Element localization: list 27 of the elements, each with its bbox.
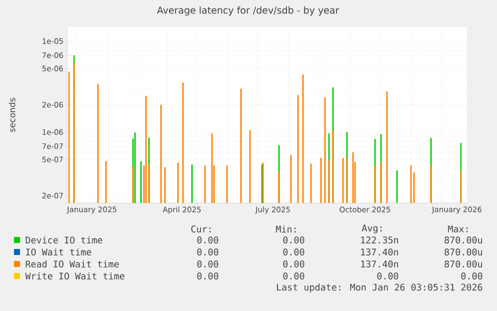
text: 870.00u [444,260,482,268]
text: Last update: Mon Jan 26 03:05:31 2026 [276,284,482,292]
text: Avg: [362,224,382,234]
chart-title: Average latency for /dev/sdb - by year [156,6,340,16]
text: 0.00 [283,272,304,280]
legend-label: Write IO Wait time [25,272,124,280]
text: 0.00 [377,272,398,280]
text: 870.00u [444,248,482,256]
legend-label: IO Wait time [26,248,92,256]
text: 0.00 [197,260,218,268]
text: Max: [448,226,468,232]
legend-label: Device IO time [26,236,102,244]
text: 0.00 [283,236,304,244]
text: 0.00 [197,272,218,280]
text: 0.00 [197,236,218,244]
legend-label: Read IO Wait time [26,260,119,268]
text: 137.40n [361,260,398,268]
text: 870.00u [444,236,482,244]
text: Cur: [191,226,211,232]
text: Min: [276,226,296,232]
y-axis-title: seconds [8,98,16,132]
text: 0.00 [283,248,304,256]
text: 0.00 [461,272,482,280]
text: 137.40n [361,248,398,256]
text: 122.35n [361,236,398,244]
text: 0.00 [283,260,304,268]
text: 0.00 [197,248,218,256]
